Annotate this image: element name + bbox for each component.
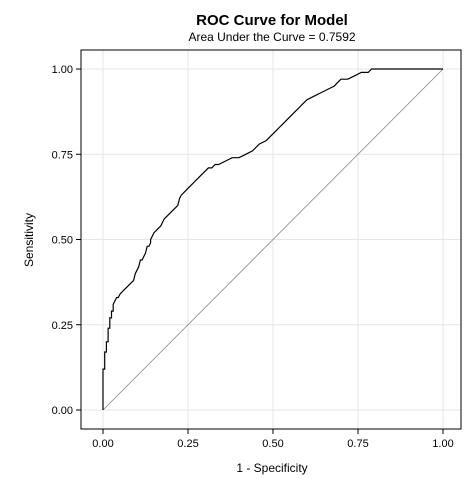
y-tick-label: 0.25 [52,320,73,332]
roc-curve-line [102,68,443,410]
y-tick-label: 1.00 [52,64,73,76]
y-axis-label: Sensitivity [22,213,36,267]
reference-diagonal-line [102,68,444,411]
y-tick-label: 0.75 [52,149,73,161]
x-tick-label: 0.50 [262,438,283,450]
y-axis-ticks: 0.00 0.25 0.50 0.75 1.00 [52,64,81,417]
chart-subtitle: Area Under the Curve = 0.7592 [188,30,355,44]
y-tick-label: 0.50 [52,235,73,247]
x-tick-label: 0.75 [347,438,368,450]
x-axis-label: 1 - Specificity [236,461,307,475]
x-tick-label: 0.25 [177,438,198,450]
y-tick-label: 0.00 [52,405,73,417]
x-tick-label: 1.00 [432,438,453,450]
x-tick-label: 0.00 [92,438,113,450]
x-axis-ticks: 0.00 0.25 0.50 0.75 1.00 [92,429,454,450]
chart-title: ROC Curve for Model [196,12,348,29]
